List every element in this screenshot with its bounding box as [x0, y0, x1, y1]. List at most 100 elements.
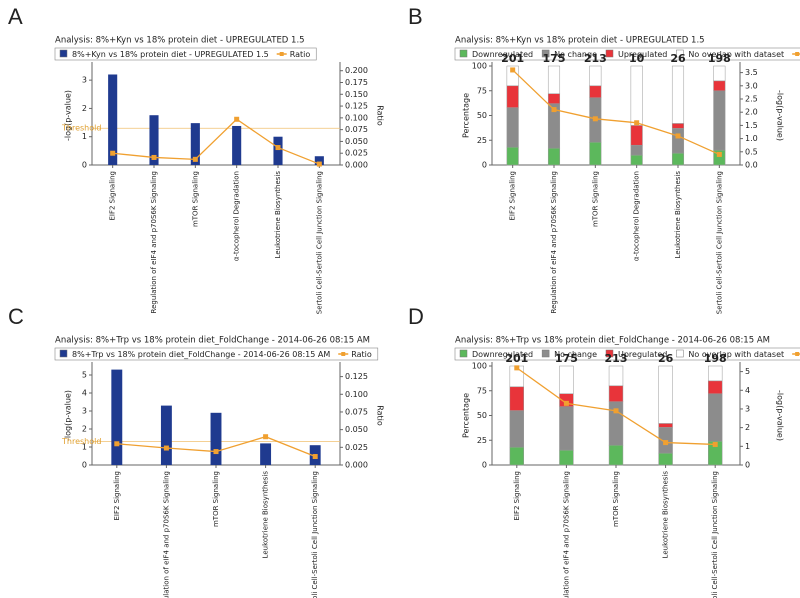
line-marker — [613, 408, 619, 414]
bar — [547, 65, 561, 94]
legend-swatch — [459, 49, 468, 58]
y2-tick-label: 0.175 — [345, 78, 368, 87]
y2-tick-label: 0.125 — [345, 102, 368, 111]
panel-label: C — [8, 304, 24, 329]
y-tick-label: 0 — [82, 461, 87, 470]
bar — [547, 93, 561, 104]
bar — [630, 125, 643, 146]
panel-label: B — [408, 4, 423, 29]
y2-axis-label: -log(p-value) — [776, 390, 785, 441]
bar — [713, 80, 726, 91]
legend-label: No change — [554, 50, 597, 59]
bar — [547, 147, 561, 166]
y2-tick-label: 0.200 — [345, 66, 368, 75]
bar — [509, 386, 524, 411]
legend-label: 8%+Kyn vs 18% protein diet - UPREGULATED… — [72, 50, 269, 59]
bar-total: 198 — [708, 52, 731, 65]
x-tick-label: mTOR Signaling — [212, 471, 220, 527]
y2-tick-label: 0.025 — [345, 443, 368, 452]
bar — [608, 401, 624, 446]
bar — [658, 452, 673, 466]
bar — [713, 90, 726, 151]
y-tick-label: 25 — [477, 436, 487, 445]
legend-swatch — [605, 49, 614, 58]
y2-tick-label: 0.075 — [345, 125, 368, 134]
line-marker — [634, 120, 640, 126]
bar — [589, 85, 602, 98]
line-marker — [275, 145, 281, 151]
line-marker — [192, 156, 198, 162]
line-marker — [163, 445, 169, 451]
bar — [559, 449, 574, 466]
y2-tick-label: 3.5 — [745, 68, 758, 77]
bar-total: 201 — [501, 52, 524, 65]
bar — [630, 144, 643, 156]
y-tick-label: 4 — [82, 389, 87, 398]
x-tick-label: Regulation of eIF4 and p70S6K Signaling — [150, 171, 158, 313]
line-marker — [151, 154, 157, 160]
x-tick-label: mTOR Signaling — [591, 171, 599, 227]
x-tick-label: Leukotriene Biosynthesis — [674, 171, 682, 259]
y2-tick-label: 1 — [745, 442, 750, 451]
threshold-label: Threshold — [61, 124, 101, 133]
x-tick-label: Leukotriene Biosynthesis — [262, 471, 270, 559]
legend-label: No overlap with dataset — [688, 350, 784, 359]
line-marker — [114, 441, 120, 447]
line-series — [112, 118, 320, 165]
line-marker — [663, 440, 669, 446]
legend-box — [54, 347, 379, 361]
bar — [273, 136, 283, 165]
y-axis-label: -log(p-value) — [64, 90, 73, 141]
legend-box — [454, 47, 800, 61]
legend-swatch — [676, 349, 684, 358]
bar — [713, 65, 726, 82]
line-marker — [263, 434, 269, 440]
x-tick-label: Leukotriene Biosynthesis — [662, 471, 670, 559]
y-tick-label: 100 — [472, 62, 487, 71]
y2-tick-label: 2 — [745, 423, 750, 432]
legend-label: Downregulated — [472, 350, 533, 359]
line-series — [512, 69, 720, 156]
bar — [190, 123, 200, 165]
bar — [232, 125, 242, 165]
bar-total: 198 — [704, 352, 727, 365]
legend-swatch — [459, 349, 468, 358]
y-tick-label: 100 — [472, 362, 487, 371]
y-tick-label: 1 — [82, 443, 87, 452]
legend-swatch — [541, 349, 550, 358]
y-tick-label: 25 — [477, 136, 487, 145]
y-tick-label: 2 — [82, 425, 87, 434]
y-tick-label: 50 — [477, 411, 487, 420]
x-tick-label: Regulation of eIF4 and p70S6K Signaling — [162, 471, 170, 598]
y2-axis-label: Ratio — [376, 105, 385, 126]
y2-tick-label: 0.000 — [345, 461, 368, 470]
line-marker — [716, 151, 722, 157]
y2-tick-label: 3.0 — [745, 81, 758, 90]
x-tick-label: EIF2 Signaling — [113, 471, 121, 521]
bar — [671, 65, 685, 124]
legend-swatch — [676, 49, 684, 58]
legend-swatch — [795, 52, 800, 56]
bar — [559, 365, 574, 394]
y-tick-label: 5 — [82, 371, 87, 380]
y2-tick-label: 2.5 — [745, 95, 758, 104]
bar — [608, 444, 624, 466]
x-tick-label: EIF2 Signaling — [509, 171, 517, 221]
x-tick-label: Sertoli Cell-Sertoli Cell Junction Signa… — [315, 171, 323, 314]
chart-title: Analysis: 8%+Trp vs 18% protein diet_Fol… — [455, 336, 770, 346]
bar-total: 213 — [584, 52, 607, 65]
y2-tick-label: 0.000 — [345, 161, 368, 170]
legend-swatch — [341, 352, 346, 356]
bar-total: 26 — [670, 52, 686, 65]
bar — [260, 443, 272, 465]
line-marker — [234, 116, 240, 122]
bar — [671, 128, 685, 154]
bar — [658, 423, 673, 428]
legend-box — [54, 47, 317, 61]
y2-tick-label: 0.150 — [345, 90, 368, 99]
bar-total: 26 — [658, 352, 674, 365]
bar — [608, 365, 624, 387]
y-axis-label: -log(p-value) — [64, 390, 73, 441]
legend-label: No change — [554, 350, 597, 359]
legend-swatch — [59, 49, 68, 58]
